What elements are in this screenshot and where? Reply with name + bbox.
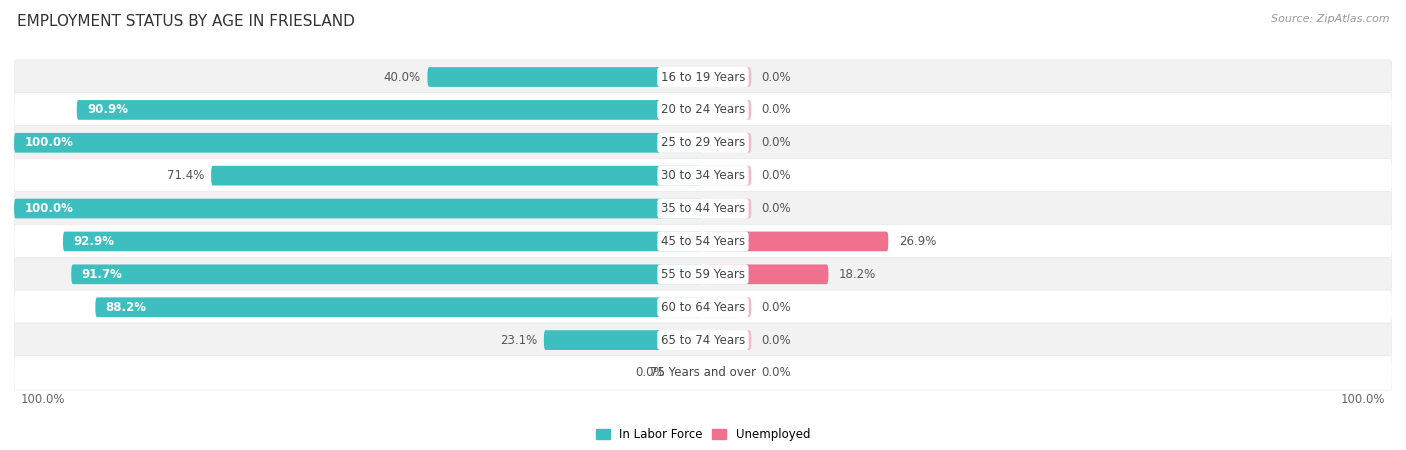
Text: 0.0%: 0.0% — [762, 136, 792, 149]
Text: Source: ZipAtlas.com: Source: ZipAtlas.com — [1271, 14, 1389, 23]
FancyBboxPatch shape — [427, 67, 703, 87]
FancyBboxPatch shape — [14, 199, 703, 218]
Text: 100.0%: 100.0% — [21, 393, 66, 406]
Text: 71.4%: 71.4% — [167, 169, 204, 182]
Text: 75 Years and over: 75 Years and over — [650, 366, 756, 379]
Text: 20 to 24 Years: 20 to 24 Years — [661, 104, 745, 117]
FancyBboxPatch shape — [703, 265, 828, 284]
FancyBboxPatch shape — [703, 330, 751, 350]
Text: 88.2%: 88.2% — [105, 301, 146, 314]
Text: 100.0%: 100.0% — [1340, 393, 1385, 406]
FancyBboxPatch shape — [703, 363, 751, 383]
Text: 0.0%: 0.0% — [762, 104, 792, 117]
Text: 55 to 59 Years: 55 to 59 Years — [661, 268, 745, 281]
FancyBboxPatch shape — [63, 232, 703, 251]
FancyBboxPatch shape — [77, 100, 703, 120]
Text: 45 to 54 Years: 45 to 54 Years — [661, 235, 745, 248]
FancyBboxPatch shape — [703, 67, 751, 87]
FancyBboxPatch shape — [14, 60, 1392, 94]
FancyBboxPatch shape — [14, 158, 1392, 193]
Text: 30 to 34 Years: 30 to 34 Years — [661, 169, 745, 182]
FancyBboxPatch shape — [14, 323, 1392, 357]
Text: 35 to 44 Years: 35 to 44 Years — [661, 202, 745, 215]
Text: 16 to 19 Years: 16 to 19 Years — [661, 71, 745, 84]
Text: 0.0%: 0.0% — [762, 169, 792, 182]
Text: 0.0%: 0.0% — [762, 301, 792, 314]
FancyBboxPatch shape — [14, 133, 703, 153]
Text: 90.9%: 90.9% — [87, 104, 128, 117]
FancyBboxPatch shape — [211, 166, 703, 185]
FancyBboxPatch shape — [72, 265, 703, 284]
Text: 60 to 64 Years: 60 to 64 Years — [661, 301, 745, 314]
FancyBboxPatch shape — [703, 166, 751, 185]
Text: EMPLOYMENT STATUS BY AGE IN FRIESLAND: EMPLOYMENT STATUS BY AGE IN FRIESLAND — [17, 14, 354, 28]
FancyBboxPatch shape — [703, 297, 751, 317]
Text: 91.7%: 91.7% — [82, 268, 122, 281]
Text: 0.0%: 0.0% — [762, 202, 792, 215]
Text: 26.9%: 26.9% — [898, 235, 936, 248]
Text: 0.0%: 0.0% — [762, 71, 792, 84]
FancyBboxPatch shape — [14, 126, 1392, 160]
Text: 100.0%: 100.0% — [24, 202, 73, 215]
FancyBboxPatch shape — [14, 225, 1392, 259]
FancyBboxPatch shape — [96, 297, 703, 317]
FancyBboxPatch shape — [14, 191, 1392, 225]
FancyBboxPatch shape — [14, 93, 1392, 127]
FancyBboxPatch shape — [675, 363, 703, 383]
Text: 18.2%: 18.2% — [839, 268, 876, 281]
Text: 25 to 29 Years: 25 to 29 Years — [661, 136, 745, 149]
Text: 40.0%: 40.0% — [384, 71, 420, 84]
Text: 92.9%: 92.9% — [73, 235, 114, 248]
Text: 0.0%: 0.0% — [762, 366, 792, 379]
FancyBboxPatch shape — [703, 232, 889, 251]
Text: 100.0%: 100.0% — [24, 136, 73, 149]
Legend: In Labor Force, Unemployed: In Labor Force, Unemployed — [596, 428, 810, 441]
Text: 65 to 74 Years: 65 to 74 Years — [661, 333, 745, 346]
FancyBboxPatch shape — [703, 199, 751, 218]
Text: 0.0%: 0.0% — [636, 366, 665, 379]
FancyBboxPatch shape — [703, 133, 751, 153]
FancyBboxPatch shape — [703, 100, 751, 120]
Text: 23.1%: 23.1% — [499, 333, 537, 346]
FancyBboxPatch shape — [14, 257, 1392, 292]
FancyBboxPatch shape — [14, 290, 1392, 324]
FancyBboxPatch shape — [14, 356, 1392, 390]
Text: 0.0%: 0.0% — [762, 333, 792, 346]
FancyBboxPatch shape — [544, 330, 703, 350]
